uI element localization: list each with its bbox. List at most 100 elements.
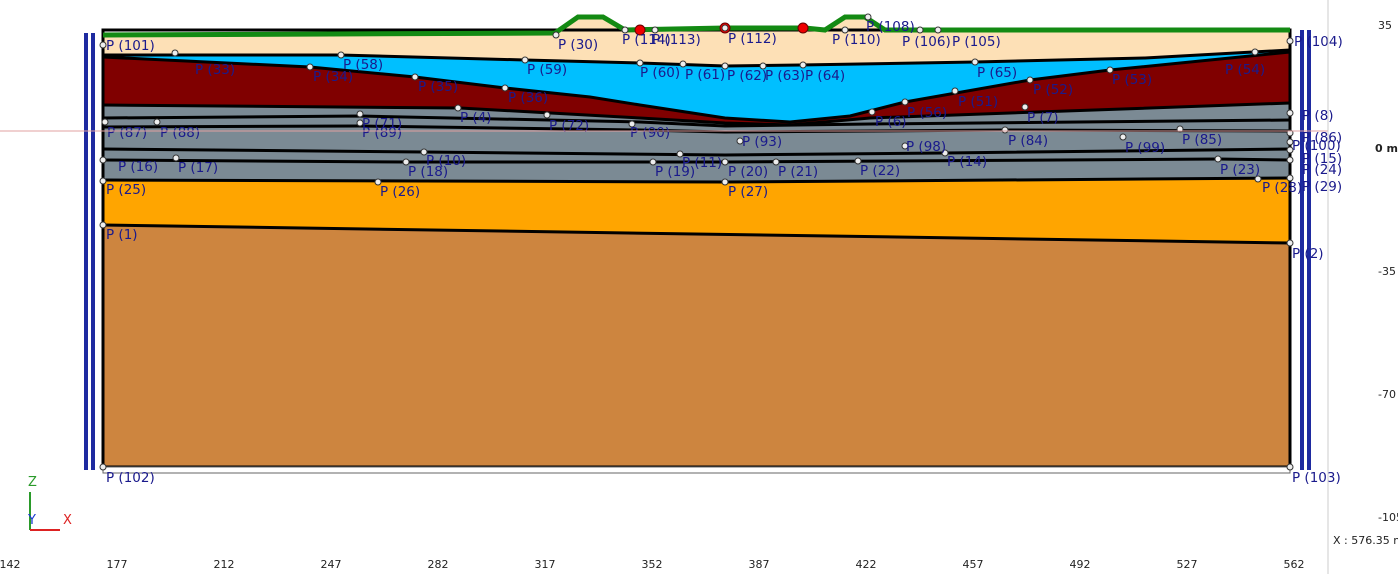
left-wall-inner <box>88 33 91 470</box>
x-tick-label: 212 <box>214 558 235 571</box>
point <box>374 178 382 186</box>
point <box>153 118 161 126</box>
point <box>521 56 529 64</box>
point-label: P (100) <box>1292 138 1341 154</box>
point <box>636 59 644 67</box>
point <box>649 158 657 166</box>
point-label: P (54) <box>1225 62 1265 78</box>
point <box>99 177 107 185</box>
point-label: P (11) <box>682 155 722 171</box>
point <box>854 157 862 165</box>
point <box>679 60 687 68</box>
point <box>736 137 744 145</box>
point-label: P (98) <box>906 139 946 155</box>
z-label: Z <box>28 475 37 490</box>
point-label: P (36) <box>508 90 548 106</box>
point <box>772 158 780 166</box>
point <box>676 150 684 158</box>
point-label: P (62) <box>727 68 767 84</box>
x-tick-label: 142 <box>0 558 21 571</box>
point <box>99 463 107 471</box>
point <box>337 51 345 59</box>
point-label: P (56) <box>907 105 947 121</box>
base-fixity <box>102 466 1291 474</box>
boundary-walls <box>84 30 1311 470</box>
x-label: X <box>63 513 72 528</box>
y-tick-label: 35 <box>1378 19 1392 32</box>
x-tick-label: 177 <box>107 558 128 571</box>
x-tick-label: 492 <box>1070 558 1091 571</box>
point <box>101 118 109 126</box>
point-label: P (71) <box>362 116 402 132</box>
x-tick-label: 457 <box>963 558 984 571</box>
point <box>916 26 924 34</box>
point <box>1286 109 1294 117</box>
point <box>721 158 729 166</box>
point <box>552 31 560 39</box>
point-label: P (4) <box>460 110 492 126</box>
point-label: P (25) <box>106 182 146 198</box>
point <box>411 73 419 81</box>
point-label: P (105) <box>952 34 1001 50</box>
point-label: P (8) <box>1302 108 1334 124</box>
point-label: P (65) <box>977 65 1017 81</box>
point <box>721 178 729 186</box>
point-label: P (52) <box>1033 82 1073 98</box>
boundary <box>102 223 1291 245</box>
point-label: P (35) <box>418 79 458 95</box>
x-tick-label: 317 <box>535 558 556 571</box>
base-layer <box>103 225 1290 467</box>
point-label: P (17) <box>178 160 218 176</box>
point <box>1106 66 1114 74</box>
x-ruler: 142 177 212 247 282 317 352 387 422 457 492 527 562 <box>0 558 1305 571</box>
point <box>99 156 107 164</box>
point-label: P (34) <box>313 69 353 85</box>
point-label: P (18) <box>408 164 448 180</box>
point-label: P (93) <box>742 134 782 150</box>
point <box>172 154 180 162</box>
point-label: P (28) <box>1262 180 1302 196</box>
point-label: P (1) <box>106 227 138 243</box>
point <box>171 49 179 57</box>
point-label: P (104) <box>1294 34 1343 50</box>
point <box>356 110 364 118</box>
axes-icon: Z Y X <box>27 475 72 531</box>
coordinate-readout: X : 576.35 m <box>1333 534 1398 547</box>
point <box>1021 103 1029 111</box>
point-label: P (103) <box>1292 470 1341 486</box>
point <box>651 26 659 34</box>
point-label: P (101) <box>106 38 155 54</box>
point <box>1286 239 1294 247</box>
point-label: P (89) <box>362 125 402 141</box>
point <box>951 87 959 95</box>
point <box>402 158 410 166</box>
point <box>934 26 942 34</box>
point <box>356 119 364 127</box>
point <box>628 120 636 128</box>
point-label: P (110) <box>832 32 881 48</box>
load-point <box>634 24 646 36</box>
point-label: P (99) <box>1125 140 1165 156</box>
point <box>1286 37 1294 45</box>
point <box>99 41 107 49</box>
boundary <box>102 147 1291 157</box>
point <box>306 63 314 71</box>
point-label: P (86) <box>1302 130 1342 146</box>
point <box>971 58 979 66</box>
point-label: P (7) <box>1027 110 1059 126</box>
point-label: P (20) <box>728 164 768 180</box>
point-label: P (16) <box>118 159 158 175</box>
point <box>543 111 551 119</box>
point-label: P (106) <box>902 34 951 50</box>
point <box>1251 48 1259 56</box>
point <box>454 104 462 112</box>
x-tick-label: 247 <box>321 558 342 571</box>
point <box>621 26 629 34</box>
right-wall-inner <box>1304 30 1307 470</box>
point-label: P (113) <box>652 32 701 48</box>
point-label: P (21) <box>778 164 818 180</box>
point-label: P (33) <box>195 62 235 78</box>
x-tick-label: 352 <box>642 558 663 571</box>
point <box>901 98 909 106</box>
